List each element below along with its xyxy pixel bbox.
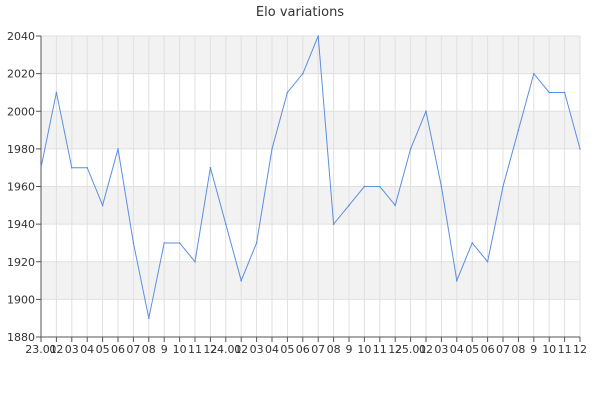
x-tick-label: 07 xyxy=(311,343,325,356)
x-tick-label: 11 xyxy=(188,343,202,356)
data-point xyxy=(209,166,212,169)
background-band xyxy=(41,186,580,225)
background-band xyxy=(41,261,580,300)
x-tick-label: 10 xyxy=(357,343,371,356)
x-tick-label: 24.01 xyxy=(210,343,242,356)
data-point xyxy=(409,148,412,150)
x-tick-label: 06 xyxy=(481,343,495,356)
data-point xyxy=(240,279,242,282)
data-point xyxy=(332,223,335,225)
x-tick-label: 03 xyxy=(434,343,448,356)
y-axis: 1880 1900 1920 1940 1960 1980 2000 2020 2040 xyxy=(7,30,42,344)
data-point xyxy=(440,185,443,188)
horizontal-gridlines xyxy=(41,35,580,338)
data-point xyxy=(148,317,150,319)
data-point xyxy=(302,72,304,75)
y-tick-label: 1900 xyxy=(7,293,35,306)
data-point xyxy=(563,91,566,94)
x-tick-label: 06 xyxy=(296,343,310,356)
data-point xyxy=(271,148,273,150)
x-tick-label: 02 xyxy=(419,343,433,356)
x-tick-label: 9 xyxy=(161,343,168,356)
y-tick-label: 1960 xyxy=(7,181,35,194)
y-tick-label: 1880 xyxy=(7,331,35,344)
data-point xyxy=(163,242,165,244)
y-tick-label: 2040 xyxy=(7,30,35,43)
x-tick-label: 9 xyxy=(530,343,537,356)
data-point xyxy=(86,166,88,169)
x-tick-label: 03 xyxy=(65,343,79,356)
data-point xyxy=(425,110,427,113)
x-tick-label: 10 xyxy=(542,343,556,356)
data-point xyxy=(533,72,535,75)
x-tick-label: 04 xyxy=(265,343,279,356)
series-layer xyxy=(40,35,581,319)
x-tick-label: 10 xyxy=(173,343,187,356)
background-bands xyxy=(41,36,580,300)
y-tick-label: 2000 xyxy=(7,105,35,118)
x-tick-label: 03 xyxy=(250,343,264,356)
chart-title: Elo variations xyxy=(256,5,344,20)
data-point xyxy=(471,242,474,244)
series-line xyxy=(40,35,581,319)
x-tick-label: 06 xyxy=(111,343,125,356)
x-tick-label: 05 xyxy=(96,343,110,356)
data-point xyxy=(363,185,366,188)
background-band xyxy=(41,111,580,149)
x-tick-label: 08 xyxy=(142,343,156,356)
x-tick-label: 07 xyxy=(126,343,140,356)
x-tick-label: 05 xyxy=(280,343,294,356)
x-tick-label: 12 xyxy=(388,343,402,356)
y-tick-label: 1980 xyxy=(7,143,35,156)
data-point xyxy=(548,91,550,94)
data-point xyxy=(255,242,258,244)
data-point xyxy=(40,166,42,169)
data-point xyxy=(502,185,504,188)
x-tick-label: 11 xyxy=(373,343,387,356)
data-point xyxy=(348,204,350,207)
data-point xyxy=(394,204,397,207)
x-tick-label: 02 xyxy=(234,343,248,356)
data-point xyxy=(579,148,581,150)
data-point xyxy=(317,35,320,37)
data-point xyxy=(194,260,196,263)
x-tick-label: 04 xyxy=(80,343,94,356)
data-point xyxy=(517,129,520,131)
data-point xyxy=(286,91,289,94)
x-tick-label: 11 xyxy=(558,343,572,356)
x-tick-label: 04 xyxy=(450,343,464,356)
data-point xyxy=(117,148,119,150)
x-tick-label: 23.01 xyxy=(25,343,57,356)
data-point xyxy=(71,166,73,169)
y-tick-label: 1940 xyxy=(7,218,35,231)
x-tick-label: 05 xyxy=(465,343,479,356)
x-tick-label: 12 xyxy=(203,343,217,356)
x-tick-label: 25.01 xyxy=(395,343,427,356)
x-tick-label: 12 xyxy=(573,343,587,356)
data-point xyxy=(379,185,381,188)
x-tick-label: 08 xyxy=(327,343,341,356)
data-point xyxy=(101,204,104,207)
x-tick-label: 02 xyxy=(49,343,63,356)
data-point xyxy=(178,242,181,244)
x-tick-label: 9 xyxy=(346,343,353,356)
y-tick-label: 1920 xyxy=(7,256,35,269)
x-tick-label: 07 xyxy=(496,343,510,356)
data-point xyxy=(486,260,489,263)
data-point xyxy=(132,242,135,244)
y-tick-label: 2020 xyxy=(7,68,35,81)
data-point xyxy=(225,223,227,225)
data-point xyxy=(456,279,458,282)
data-point xyxy=(55,91,58,94)
x-tick-label: 08 xyxy=(511,343,525,356)
